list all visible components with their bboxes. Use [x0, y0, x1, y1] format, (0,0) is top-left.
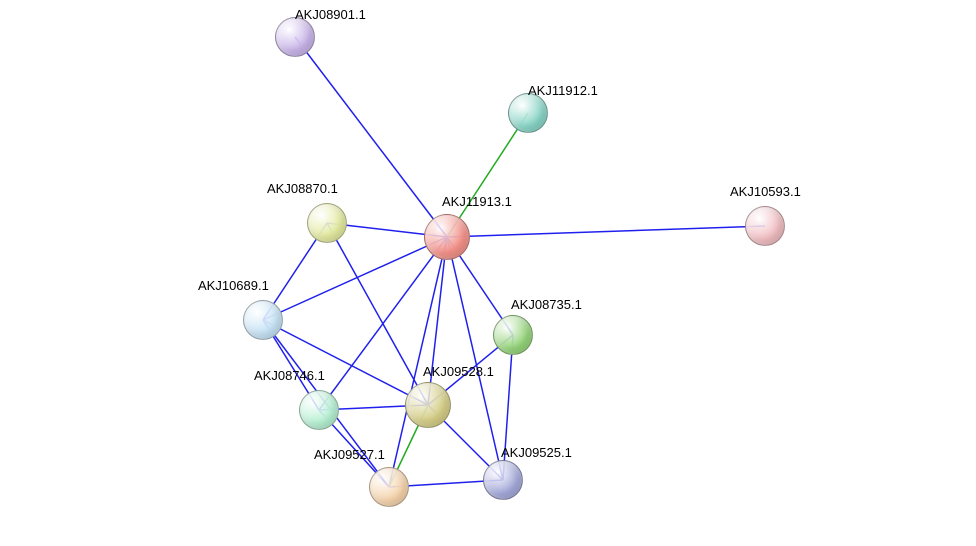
node[interactable]: AKJ08735.1	[493, 315, 533, 355]
node-circle[interactable]	[369, 467, 409, 507]
node-circle[interactable]	[299, 390, 339, 430]
node[interactable]: AKJ09525.1	[483, 460, 523, 500]
node[interactable]: AKJ09527.1	[369, 467, 409, 507]
node[interactable]: AKJ10593.1	[745, 206, 785, 246]
edge	[263, 320, 428, 405]
node[interactable]: AKJ08746.1	[299, 390, 339, 430]
network-graph: AKJ08901.1 AKJ11912.1 AKJ08870.1 AKJ11913.1…	[0, 0, 976, 546]
node[interactable]: AKJ09528.1	[405, 382, 451, 428]
node-circle[interactable]	[424, 214, 470, 260]
node-circle[interactable]	[483, 460, 523, 500]
node-circle[interactable]	[243, 300, 283, 340]
node-circle[interactable]	[745, 206, 785, 246]
node[interactable]: AKJ08901.1	[275, 17, 315, 57]
edge	[428, 237, 447, 405]
node[interactable]: AKJ11913.1	[424, 214, 470, 260]
node-circle[interactable]	[405, 382, 451, 428]
node-circle[interactable]	[493, 315, 533, 355]
edge	[389, 237, 447, 487]
edge	[447, 226, 765, 237]
node[interactable]: AKJ08870.1	[307, 203, 347, 243]
node[interactable]: AKJ10689.1	[243, 300, 283, 340]
edge	[503, 335, 513, 480]
node-circle[interactable]	[275, 17, 315, 57]
node[interactable]: AKJ11912.1	[508, 93, 548, 133]
edge	[447, 237, 503, 480]
node-circle[interactable]	[508, 93, 548, 133]
node-circle[interactable]	[307, 203, 347, 243]
